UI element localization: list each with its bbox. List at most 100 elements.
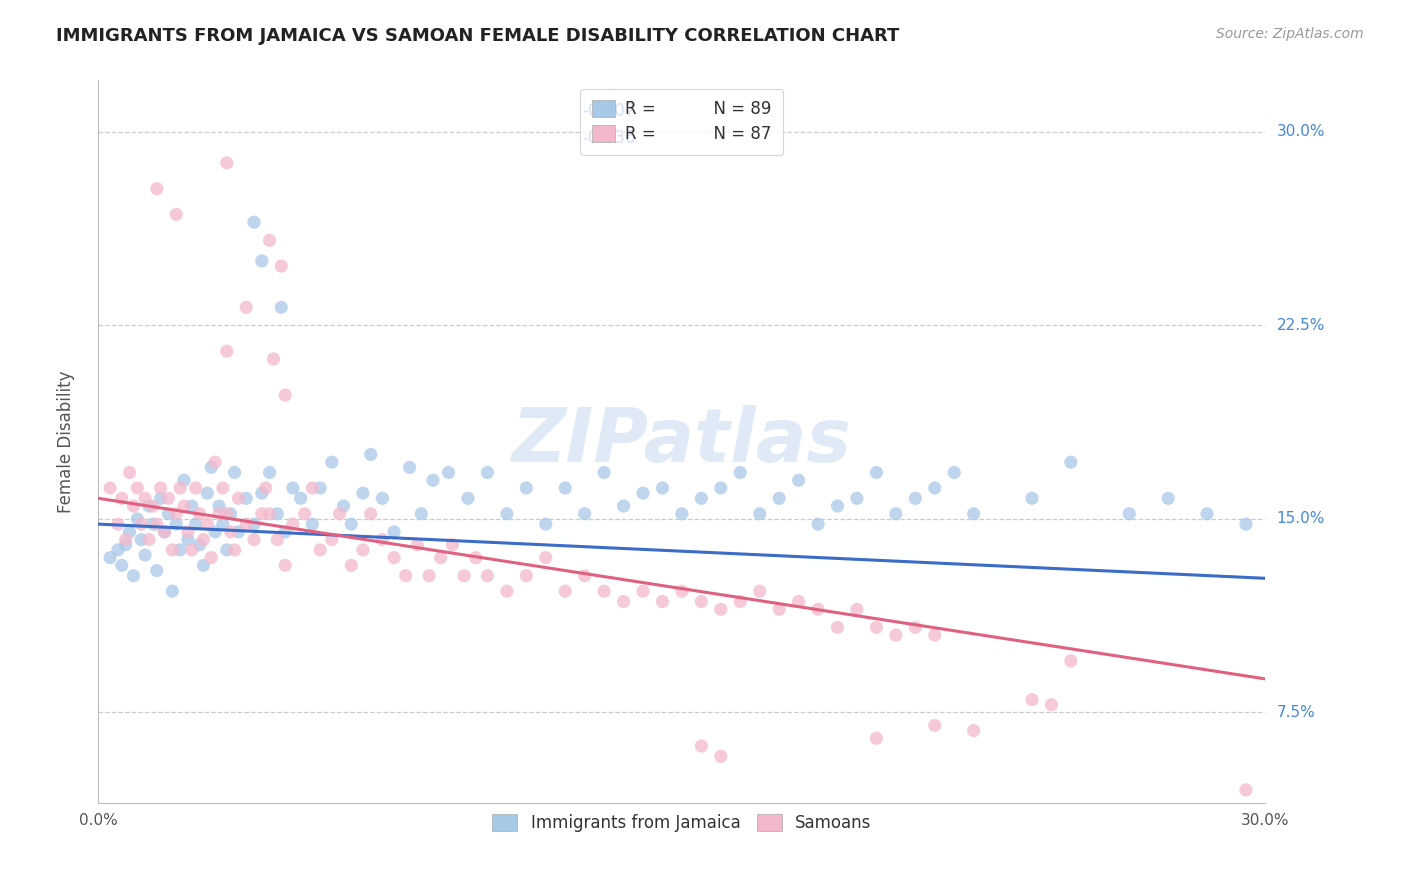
Point <box>904 620 927 634</box>
Point <box>129 517 152 532</box>
Text: IMMIGRANTS FROM JAMAICA VS SAMOAN FEMALE DISABILITY CORRELATION CHART: IMMIGRANTS FROM JAMAICA VS SAMOAN FEMALE… <box>56 27 900 45</box>
Point <box>787 594 810 608</box>
Point <box>671 584 693 599</box>
Point <box>195 486 218 500</box>
Point <box>846 602 869 616</box>
Text: 15.0%: 15.0% <box>1277 511 1324 526</box>
Point <box>943 466 966 480</box>
Point <box>730 594 752 608</box>
Point <box>593 584 616 599</box>
Point <box>208 507 231 521</box>
Text: -0.107: -0.107 <box>582 102 636 120</box>
Point <box>768 602 790 616</box>
Point <box>142 499 165 513</box>
Point <box>215 507 238 521</box>
Point <box>671 507 693 521</box>
Point <box>554 584 576 599</box>
Point <box>406 538 429 552</box>
Point <box>254 481 277 495</box>
Point <box>690 739 713 753</box>
Point <box>371 491 394 506</box>
Point <box>309 542 332 557</box>
Point <box>118 466 141 480</box>
Point <box>98 481 121 495</box>
Point <box>266 533 288 547</box>
Point <box>98 550 121 565</box>
Point <box>515 481 537 495</box>
Point <box>515 568 537 582</box>
Point <box>382 524 405 539</box>
Point <box>114 538 136 552</box>
Point <box>457 491 479 506</box>
Point <box>340 558 363 573</box>
Point <box>259 233 281 247</box>
Point <box>464 550 486 565</box>
Point <box>690 594 713 608</box>
Point <box>204 524 226 539</box>
Point <box>352 486 374 500</box>
Point <box>865 731 887 746</box>
Point <box>613 499 636 513</box>
Point <box>243 517 266 532</box>
Point <box>290 491 312 506</box>
Point <box>924 481 946 495</box>
Point <box>1234 783 1257 797</box>
Point <box>250 507 273 521</box>
Point <box>352 542 374 557</box>
Point <box>865 620 887 634</box>
Text: -0.236: -0.236 <box>582 129 636 147</box>
Point <box>398 460 420 475</box>
Point <box>243 215 266 229</box>
Point <box>177 533 200 547</box>
Point <box>1021 692 1043 706</box>
Point <box>294 507 316 521</box>
Point <box>593 466 616 480</box>
Point <box>274 558 297 573</box>
Point <box>768 491 790 506</box>
Point <box>149 481 172 495</box>
Point <box>107 517 129 532</box>
Point <box>259 466 281 480</box>
Legend: Immigrants from Jamaica, Samoans: Immigrants from Jamaica, Samoans <box>479 800 884 845</box>
Point <box>200 460 222 475</box>
Point <box>865 466 887 480</box>
Point <box>429 550 451 565</box>
Point <box>204 455 226 469</box>
Point <box>118 524 141 539</box>
Point <box>651 594 673 608</box>
Point <box>962 507 984 521</box>
Point <box>477 568 499 582</box>
Point <box>193 558 215 573</box>
Point <box>422 473 444 487</box>
Point <box>243 533 266 547</box>
Point <box>208 499 231 513</box>
Point <box>228 524 250 539</box>
Point <box>332 499 354 513</box>
Point <box>134 491 156 506</box>
Point <box>1195 507 1218 521</box>
Point <box>1060 455 1083 469</box>
Point <box>651 481 673 495</box>
Point <box>690 491 713 506</box>
Point <box>309 481 332 495</box>
Point <box>114 533 136 547</box>
Point <box>270 259 292 273</box>
Point <box>274 524 297 539</box>
Point <box>165 507 187 521</box>
Point <box>180 499 202 513</box>
Point <box>219 524 242 539</box>
Point <box>437 466 460 480</box>
Point <box>250 253 273 268</box>
Point <box>153 524 176 539</box>
Point <box>142 517 165 532</box>
Point <box>219 507 242 521</box>
Point <box>496 584 519 599</box>
Point <box>1157 491 1180 506</box>
Point <box>127 481 149 495</box>
Point <box>146 564 169 578</box>
Point <box>1060 654 1083 668</box>
Point <box>165 207 187 221</box>
Point <box>111 558 134 573</box>
Point <box>382 550 405 565</box>
Point <box>146 181 169 195</box>
